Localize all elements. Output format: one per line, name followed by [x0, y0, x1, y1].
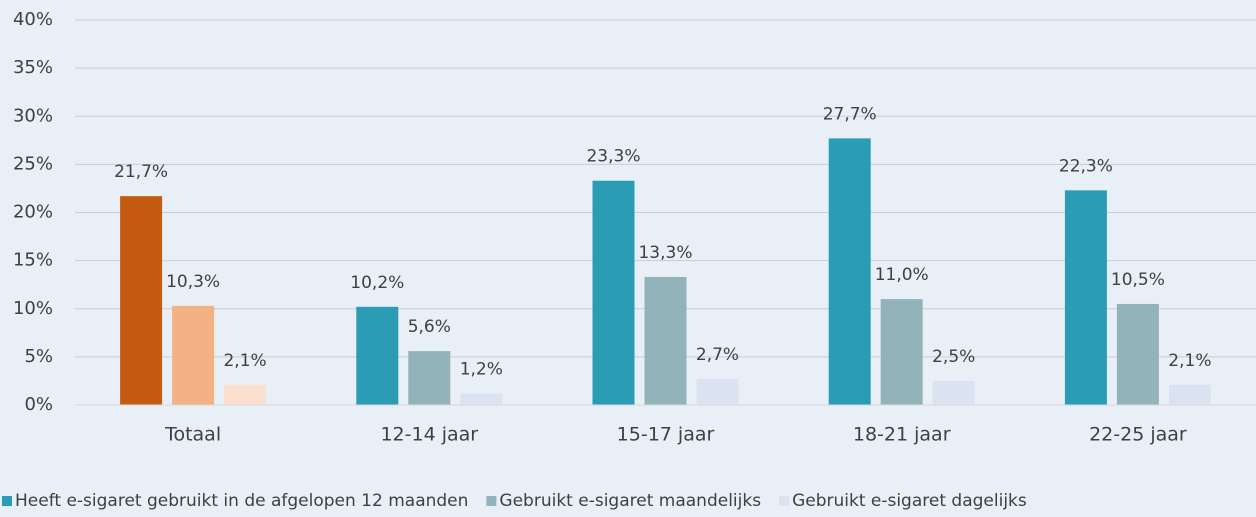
y-tick-label: 0% [24, 394, 53, 415]
x-tick-label: 22-25 jaar [1089, 424, 1187, 446]
bar [1168, 384, 1211, 405]
value-label: 2,1% [1168, 351, 1211, 371]
bar [828, 138, 871, 405]
value-label: 2,7% [696, 345, 739, 365]
value-label: 1,2% [460, 359, 503, 379]
x-tick-label: 18-21 jaar [853, 424, 951, 446]
legend-swatch [486, 496, 497, 506]
y-tick-label: 10% [13, 298, 53, 319]
bar [880, 299, 923, 405]
y-tick-label: 20% [13, 202, 53, 223]
value-label: 11,0% [875, 265, 929, 285]
value-label: 22,3% [1059, 156, 1113, 176]
x-tick-label: Totaal [164, 424, 221, 446]
bar [696, 379, 739, 405]
value-label: 21,7% [114, 162, 168, 182]
bar [1116, 303, 1159, 405]
bar [932, 380, 975, 405]
y-tick-label: 25% [13, 153, 53, 174]
y-tick-label: 40% [13, 9, 53, 30]
bar [120, 196, 163, 405]
bar [592, 180, 635, 405]
bar [644, 276, 687, 405]
x-tick-label: 12-14 jaar [380, 424, 478, 446]
value-label: 23,3% [586, 147, 640, 167]
legend-label: Heeft e-sigaret gebruikt in de afgelopen… [15, 491, 468, 511]
value-label: 10,2% [350, 273, 404, 293]
legend-swatch [779, 496, 790, 506]
x-tick-label: 15-17 jaar [617, 424, 715, 446]
value-label: 2,5% [932, 347, 975, 367]
y-tick-label: 5% [24, 346, 53, 367]
value-label: 27,7% [823, 104, 877, 124]
legend-label: Gebruikt e-sigaret maandelijks [499, 491, 761, 511]
legend-label: Gebruikt e-sigaret dagelijks [792, 491, 1027, 511]
bar [356, 306, 399, 405]
bar [224, 384, 267, 405]
y-tick-label: 35% [13, 57, 53, 78]
value-label: 5,6% [408, 317, 451, 337]
legend-swatch [2, 496, 12, 506]
y-tick-label: 30% [13, 105, 53, 126]
value-label: 2,1% [223, 351, 266, 371]
value-label: 13,3% [638, 243, 692, 263]
y-tick-label: 15% [13, 250, 53, 271]
bar [460, 393, 503, 405]
bar [408, 351, 451, 405]
value-label: 10,5% [1111, 270, 1165, 290]
bar [1064, 190, 1107, 405]
bar [172, 305, 215, 405]
value-label: 10,3% [166, 272, 220, 292]
